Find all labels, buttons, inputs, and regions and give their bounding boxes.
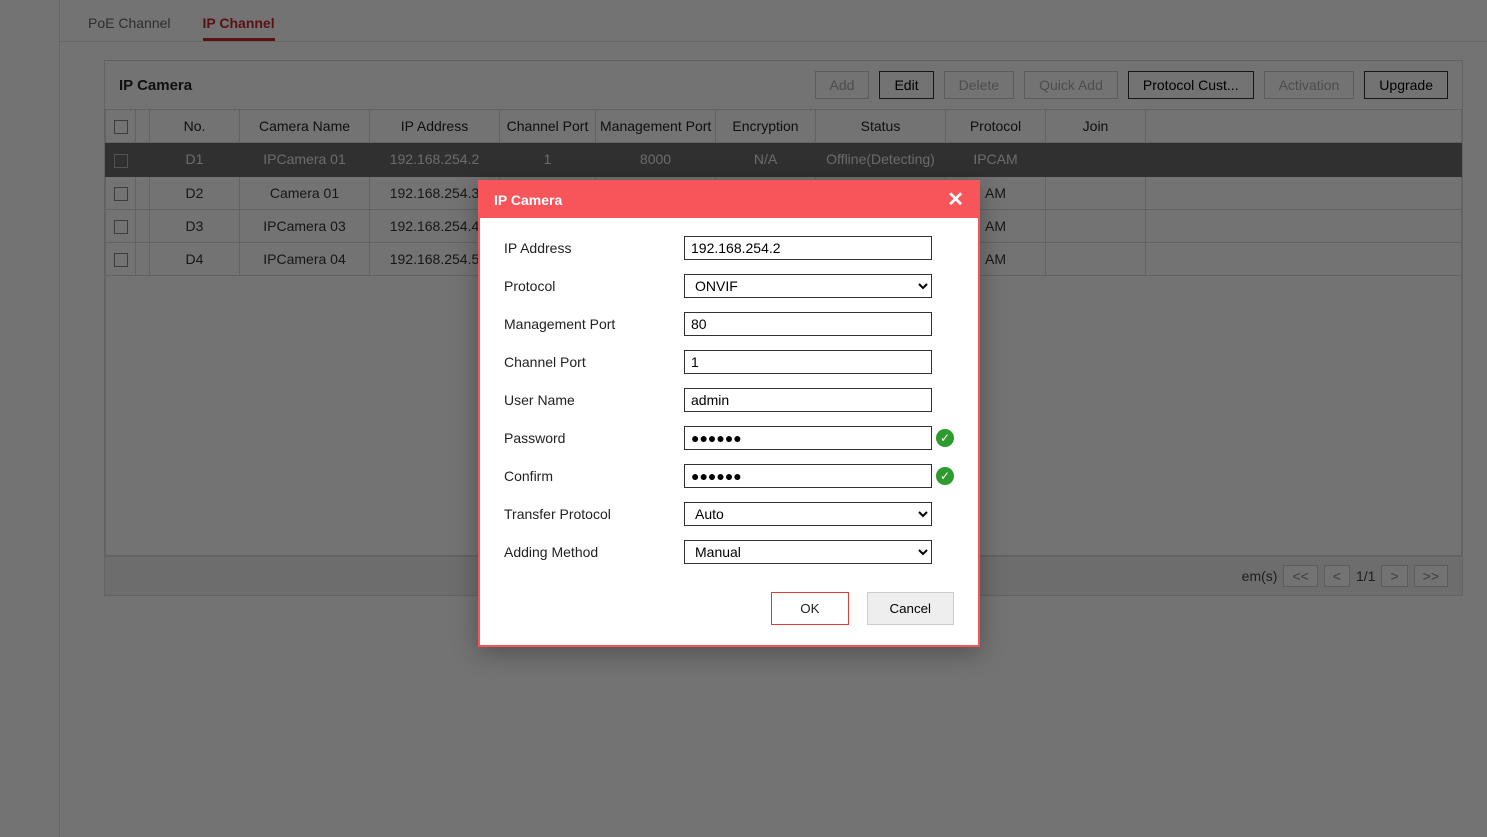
label-adding-method: Adding Method: [504, 544, 684, 560]
select-transfer-protocol[interactable]: Auto: [684, 502, 932, 526]
row-ip-address: IP Address: [504, 236, 954, 260]
modal-header: IP Camera ✕: [480, 182, 978, 218]
label-mgmt-port: Management Port: [504, 316, 684, 332]
row-user-name: User Name: [504, 388, 954, 412]
modal-body: IP Address Protocol ONVIF Management Por…: [480, 218, 978, 586]
row-mgmt-port: Management Port: [504, 312, 954, 336]
label-channel-port: Channel Port: [504, 354, 684, 370]
row-protocol: Protocol ONVIF: [504, 274, 954, 298]
label-password: Password: [504, 430, 684, 446]
close-icon[interactable]: ✕: [947, 192, 964, 208]
label-protocol: Protocol: [504, 278, 684, 294]
row-password: Password ✓: [504, 426, 954, 450]
row-transfer-protocol: Transfer Protocol Auto: [504, 502, 954, 526]
check-icon: ✓: [936, 429, 954, 447]
cancel-button[interactable]: Cancel: [867, 592, 955, 625]
row-adding-method: Adding Method Manual: [504, 540, 954, 564]
ok-button[interactable]: OK: [771, 592, 848, 625]
label-user-name: User Name: [504, 392, 684, 408]
label-confirm: Confirm: [504, 468, 684, 484]
label-transfer-protocol: Transfer Protocol: [504, 506, 684, 522]
select-adding-method[interactable]: Manual: [684, 540, 932, 564]
input-channel-port[interactable]: [684, 350, 932, 374]
select-protocol[interactable]: ONVIF: [684, 274, 932, 298]
input-mgmt-port[interactable]: [684, 312, 932, 336]
ip-camera-modal: IP Camera ✕ IP Address Protocol ONVIF Ma…: [478, 180, 980, 647]
modal-title: IP Camera: [494, 192, 562, 208]
input-confirm[interactable]: [684, 464, 932, 488]
input-user-name[interactable]: [684, 388, 932, 412]
check-icon: ✓: [936, 467, 954, 485]
input-ip-address[interactable]: [684, 236, 932, 260]
modal-footer: OK Cancel: [480, 586, 978, 645]
label-ip-address: IP Address: [504, 240, 684, 256]
row-channel-port: Channel Port: [504, 350, 954, 374]
row-confirm: Confirm ✓: [504, 464, 954, 488]
input-password[interactable]: [684, 426, 932, 450]
